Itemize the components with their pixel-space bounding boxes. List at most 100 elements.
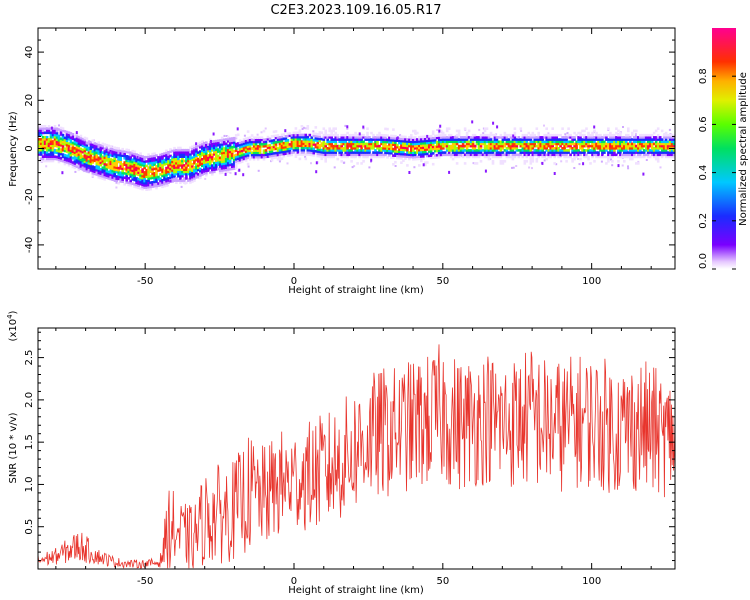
heatmap-cell xyxy=(372,138,375,141)
heatmap-cell xyxy=(175,153,178,156)
heatmap-cell xyxy=(264,155,268,159)
heatmap-cell xyxy=(493,153,497,157)
heatmap-cell xyxy=(449,153,453,157)
heatmap-cell xyxy=(392,147,395,151)
heatmap-cell xyxy=(672,142,676,146)
heatmap-cell xyxy=(133,163,136,167)
heatmap-cell xyxy=(143,184,146,187)
heatmap-cell xyxy=(228,163,232,167)
heatmap-cell xyxy=(428,135,431,138)
heatmap-cell xyxy=(51,129,55,132)
heatmap-cell xyxy=(115,162,118,165)
heatmap-cell xyxy=(113,170,116,173)
heatmap-cell xyxy=(63,138,67,142)
spectrogram-ylabel: Frequency (Hz) xyxy=(8,111,19,187)
heatmap-cell xyxy=(420,135,423,139)
heatmap-cell xyxy=(372,147,375,150)
heatmap-cell xyxy=(619,131,622,135)
heatmap-cell xyxy=(248,142,252,146)
heatmap-cell xyxy=(593,144,596,148)
heatmap-cell xyxy=(79,167,83,170)
heatmap-cell xyxy=(531,142,535,146)
heatmap-cell xyxy=(148,164,151,167)
heatmap-cell xyxy=(212,132,215,136)
heatmap-cell xyxy=(348,136,351,139)
heatmap-cell xyxy=(209,149,212,152)
heatmap-cell xyxy=(507,144,511,148)
heatmap-cell xyxy=(503,138,507,141)
heatmap-cell xyxy=(601,136,604,139)
heatmap-cell xyxy=(220,171,224,174)
heatmap-cell xyxy=(195,152,198,155)
heatmap-cell xyxy=(113,161,116,165)
heatmap-cell xyxy=(483,153,487,157)
heatmap-cell xyxy=(71,163,75,166)
heatmap-cell xyxy=(549,155,552,159)
heatmap-cell xyxy=(175,177,178,180)
heatmap-cell xyxy=(447,153,451,157)
heatmap-cell xyxy=(226,146,230,150)
heatmap-cell xyxy=(195,154,198,157)
heatmap-cell xyxy=(215,144,218,147)
heatmap-cell xyxy=(555,140,558,144)
heatmap-cell xyxy=(205,165,208,168)
heatmap-cell xyxy=(181,170,184,174)
heatmap-cell xyxy=(487,157,491,161)
heatmap-cell xyxy=(449,155,453,159)
heatmap-cell xyxy=(509,133,513,137)
heatmap-cell xyxy=(119,167,122,170)
heatmap-cell xyxy=(627,147,630,150)
heatmap-cell xyxy=(111,148,114,151)
heatmap-cell xyxy=(183,151,186,154)
heatmap-cell xyxy=(302,146,306,150)
heatmap-cell xyxy=(155,178,158,181)
heatmap-cell xyxy=(55,149,59,152)
heatmap-cell xyxy=(37,148,41,152)
heatmap-cell xyxy=(639,133,642,137)
heatmap-cell xyxy=(177,159,180,163)
heatmap-cell xyxy=(443,151,447,154)
heatmap-cell xyxy=(650,149,654,152)
heatmap-cell xyxy=(324,149,327,152)
heatmap-cell xyxy=(378,153,381,157)
heatmap-cell xyxy=(290,134,294,137)
heatmap-cell xyxy=(236,157,240,160)
heatmap-cell xyxy=(75,152,79,155)
heatmap-cell xyxy=(495,151,499,154)
heatmap-cell xyxy=(47,127,51,130)
heatmap-cell xyxy=(185,148,188,152)
heatmap-cell xyxy=(386,149,389,153)
heatmap-cell xyxy=(581,129,584,133)
heatmap-cell xyxy=(324,142,327,146)
heatmap-cell xyxy=(416,149,419,152)
heatmap-cell xyxy=(147,166,150,169)
heatmap-cell xyxy=(370,158,373,162)
heatmap-cell xyxy=(420,153,423,156)
heatmap-cell xyxy=(639,151,642,154)
heatmap-cell xyxy=(637,153,640,157)
heatmap-cell xyxy=(125,163,128,167)
heatmap-cell xyxy=(342,133,345,137)
heatmap-cell xyxy=(67,161,71,165)
heatmap-cell xyxy=(358,149,361,152)
heatmap-cell xyxy=(246,152,250,155)
heatmap-cell xyxy=(585,155,588,159)
heatmap-cell xyxy=(388,147,391,150)
heatmap-cell xyxy=(495,147,499,150)
heatmap-cell xyxy=(193,166,196,169)
heatmap-cell xyxy=(67,133,71,137)
heatmap-cell xyxy=(195,163,198,166)
figure-title: C2E3.2023.109.16.05.R17 xyxy=(270,3,441,18)
heatmap-cell xyxy=(625,144,628,148)
heatmap-cell xyxy=(479,147,483,150)
heatmap-cell xyxy=(228,150,232,154)
heatmap-cell xyxy=(300,144,304,148)
heatmap-cell xyxy=(125,155,128,158)
heatmap-cell xyxy=(471,120,474,124)
heatmap-cell xyxy=(256,138,260,142)
heatmap-cell xyxy=(648,144,652,148)
heatmap-cell xyxy=(257,169,260,172)
heatmap-cell xyxy=(173,179,176,182)
heatmap-cell xyxy=(165,149,168,153)
heatmap-cell xyxy=(272,147,276,151)
